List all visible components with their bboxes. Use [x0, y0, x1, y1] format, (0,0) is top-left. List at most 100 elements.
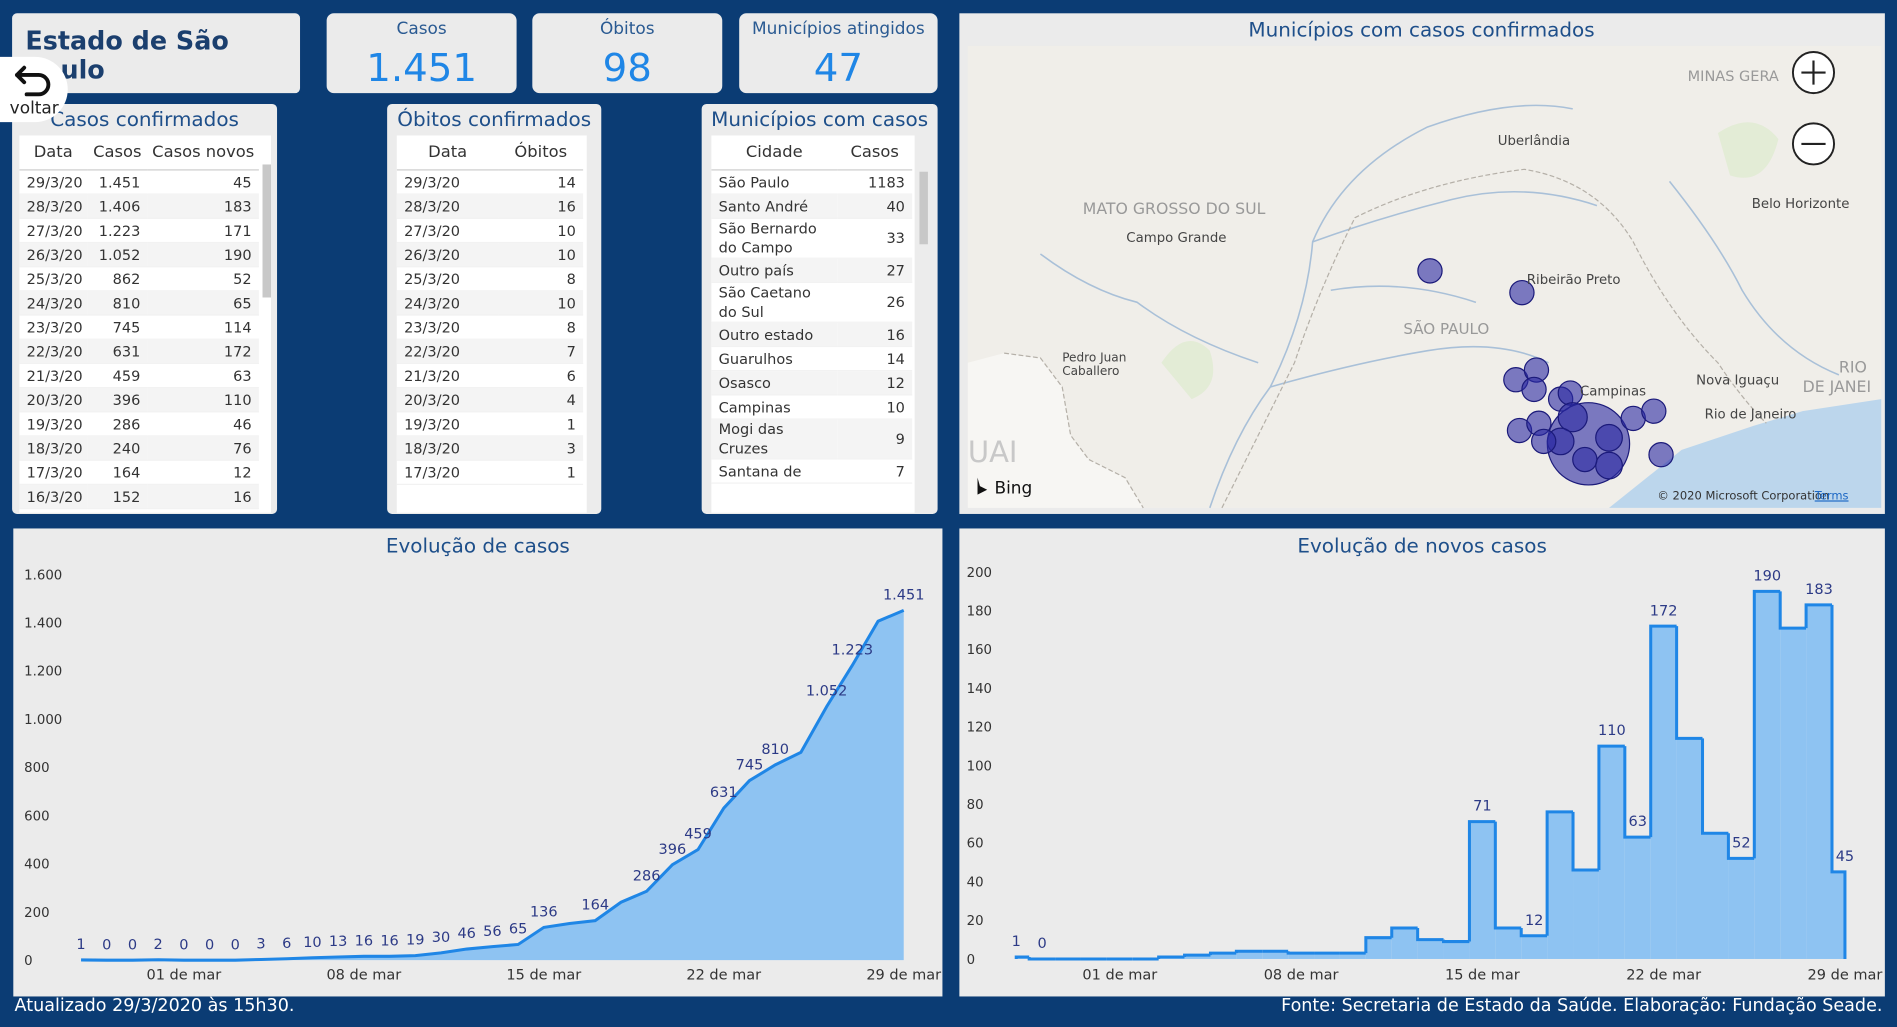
y-tick-label: 400 [24, 858, 49, 873]
rivers [1039, 104, 1840, 509]
table-cell: 183 [147, 194, 259, 219]
data-label: 6 [282, 936, 291, 952]
park [1717, 122, 1779, 178]
data-label: 0 [128, 937, 137, 953]
table-body: Data Óbitos 29/3/20 14 28/3/20 16 27/3/20 10 26/… [396, 135, 587, 513]
table-cell: 26 [837, 282, 913, 323]
table-row: 21/3/20 459 63 [19, 363, 259, 389]
step-edge [1571, 811, 1599, 872]
bar [1469, 821, 1496, 959]
table-cell: 14 [498, 169, 584, 195]
map-label: Uberlândia [1498, 133, 1570, 149]
table-cell: Guarulhos [711, 346, 838, 372]
table-cell: 16 [147, 484, 259, 510]
table-row: 20/3/20 4 [396, 387, 584, 413]
map-label: Campinas [1580, 384, 1646, 399]
data-label: 12 [1525, 913, 1543, 929]
borders [1004, 168, 1767, 509]
bar [1754, 591, 1781, 959]
x-tick-label: 08 de mar [326, 968, 401, 984]
table-cell: 810 [87, 290, 148, 316]
back-button[interactable]: voltar [0, 56, 68, 123]
map-terms[interactable]: Terms [1814, 488, 1849, 502]
table-row: São Caetano do Sul 26 [711, 282, 913, 323]
bar [1365, 937, 1392, 959]
table-row: 19/3/20 286 46 [19, 411, 259, 437]
table-row: Outro país 27 [711, 258, 913, 283]
table-cell: 22/3/20 [396, 339, 499, 364]
bar [1780, 628, 1807, 959]
data-label: 459 [684, 827, 712, 843]
ocean [1609, 399, 1882, 508]
y-tick-label: 200 [967, 566, 992, 581]
scrollbar [919, 171, 928, 245]
data-label: 1 [76, 937, 85, 953]
table-cell: 25/3/20 [396, 266, 499, 292]
table-cell: 1.223 [87, 218, 148, 244]
back-label[interactable]: voltar [9, 99, 59, 119]
table-panel: Municípios com casos Cidade Casos São Paulo… [701, 103, 938, 514]
bar [1728, 858, 1755, 959]
table-cell: 396 [87, 387, 148, 413]
map-label: Nova Iguaçu [1696, 374, 1779, 389]
table-cell: 10 [498, 290, 584, 316]
step-edge [1014, 955, 1030, 959]
map-label: RIO [1839, 357, 1867, 376]
table-cell: 23/3/20 [19, 315, 88, 340]
data-label: 190 [1753, 568, 1781, 584]
table-cell: 19/3/20 [19, 411, 88, 437]
data-label: 1.451 [883, 587, 925, 603]
table-row: 26/3/20 10 [396, 242, 584, 268]
column-header: Data [19, 135, 88, 171]
table-row: 24/3/20 810 65 [19, 290, 259, 316]
data-label: 3 [256, 937, 265, 953]
table-cell: 171 [147, 218, 259, 244]
table-cell: 8 [498, 315, 584, 340]
table-cell: 10 [498, 218, 584, 244]
step-edge [1234, 949, 1263, 954]
data-label: 1.052 [806, 684, 848, 700]
data-label: 396 [658, 842, 686, 858]
table-panel: Casos confirmados Data Casos Casos novos 29/… [12, 103, 278, 514]
bar [1547, 811, 1574, 959]
table-cell: Santana de [711, 458, 838, 484]
table-row: São Paulo 1183 [711, 169, 913, 195]
data-label: 13 [329, 934, 347, 950]
table-cell: 1 [498, 411, 584, 437]
source-note: Fonte: Secretaria de Estado da Saúde. El… [1281, 996, 1883, 1016]
step-edge [1675, 626, 1703, 740]
map-label: MATO GROSSO DO SUL [1083, 199, 1266, 218]
kpi-card: Municípios atingidos 47 [739, 13, 938, 94]
data-label: 10 [303, 935, 321, 951]
step-edge [1545, 810, 1574, 936]
x-tick-label: 15 de mar [1445, 968, 1520, 984]
step-edge [1830, 604, 1847, 959]
zoom-in[interactable] [1791, 51, 1836, 95]
zoom-out[interactable] [1791, 122, 1836, 166]
table-cell: 28/3/20 [396, 194, 499, 219]
table-row: 29/3/20 1.451 45 [19, 169, 259, 195]
x-tick-label: 22 de mar [686, 968, 761, 984]
step-edge [1286, 951, 1315, 955]
table-cell: 21/3/20 [396, 363, 499, 389]
table-cell: 29/3/20 [396, 169, 499, 195]
table-cell: 27/3/20 [19, 218, 88, 244]
table-cell: 862 [87, 266, 148, 292]
table-cell: 3 [498, 435, 584, 461]
table-row: 19/3/20 1 [396, 411, 584, 437]
table-row: Santana de 7 [711, 458, 913, 484]
table-row: 21/3/20 6 [396, 363, 584, 389]
map-labels: MINAS GERA Uberlândia MATO GROSSO DO SUL Ca… [968, 69, 1871, 469]
data-label: 0 [179, 937, 188, 953]
data-label: 16 [355, 933, 373, 949]
header-row: Data Casos Casos novos [19, 135, 259, 171]
table-cell: 286 [87, 411, 148, 437]
bar [1676, 738, 1703, 959]
y-tick-label: 180 [967, 605, 992, 620]
table-cell: 7 [498, 339, 584, 364]
table-cell: 26/3/20 [396, 242, 499, 268]
table-cell: 17/3/20 [19, 460, 88, 485]
table-cell: 23/3/20 [396, 315, 499, 340]
table-cell: 9 [837, 419, 913, 460]
table-cell: 1.052 [87, 242, 148, 268]
